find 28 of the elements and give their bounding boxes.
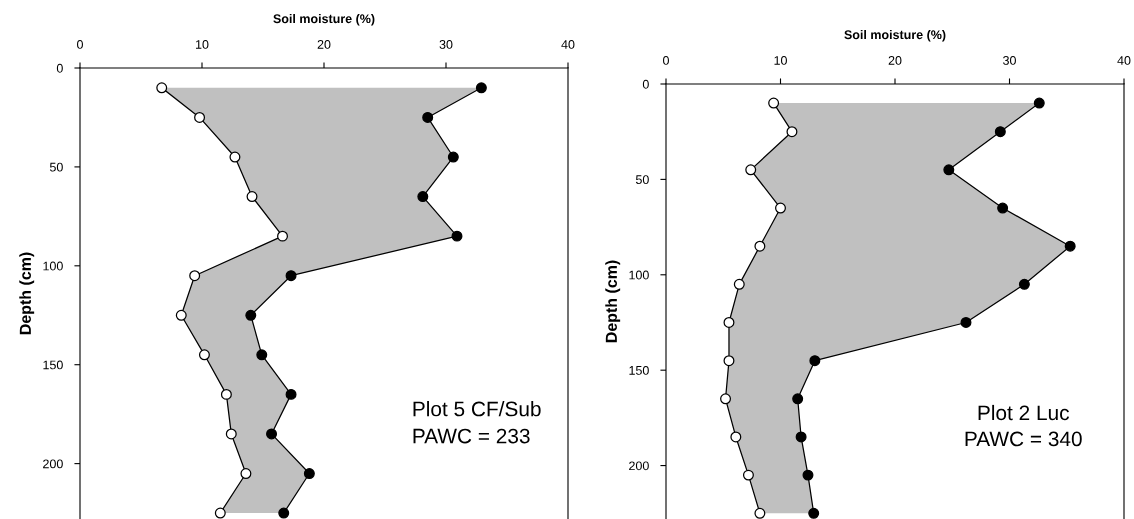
y-tick-label: 200 — [629, 461, 649, 471]
x-tick-label: 40 — [561, 40, 575, 49]
x-axis-title: Soil moisture (%) — [844, 29, 946, 42]
annotation: Plot 5 CF/Sub — [413, 401, 541, 417]
y-tick-label: 0 — [56, 63, 63, 73]
x-axis-title: Soil moisture (%) — [273, 13, 375, 26]
annotation: PAWC = 233 — [413, 428, 530, 444]
y-tick-label: 50 — [49, 162, 63, 172]
x-tick-label: 20 — [317, 40, 331, 49]
y-tick-label: 100 — [629, 270, 649, 280]
x-tick-label: 40 — [1117, 56, 1131, 65]
x-tick-label: 20 — [888, 56, 902, 65]
x-tick-label: 0 — [77, 40, 83, 49]
y-tick-label: 0 — [642, 79, 649, 89]
x-tick-label: 10 — [196, 40, 209, 49]
x-tick-label: 30 — [439, 40, 453, 49]
annotation: PAWC = 340 — [965, 431, 1082, 447]
y-tick-label: 50 — [635, 175, 649, 185]
y-axis-title: Depth (cm) — [19, 252, 35, 335]
y-tick-label: 150 — [43, 360, 63, 370]
annotation: Plot 2 Luc — [978, 404, 1070, 421]
x-tick-label: 0 — [663, 56, 669, 65]
y-axis-title: Depth (cm) — [605, 260, 621, 343]
x-tick-label: 10 — [774, 56, 787, 65]
y-tick-label: 150 — [629, 365, 649, 375]
y-tick-label: 100 — [43, 261, 63, 271]
y-tick-label: 200 — [43, 459, 63, 469]
x-tick-label: 30 — [1003, 56, 1016, 65]
